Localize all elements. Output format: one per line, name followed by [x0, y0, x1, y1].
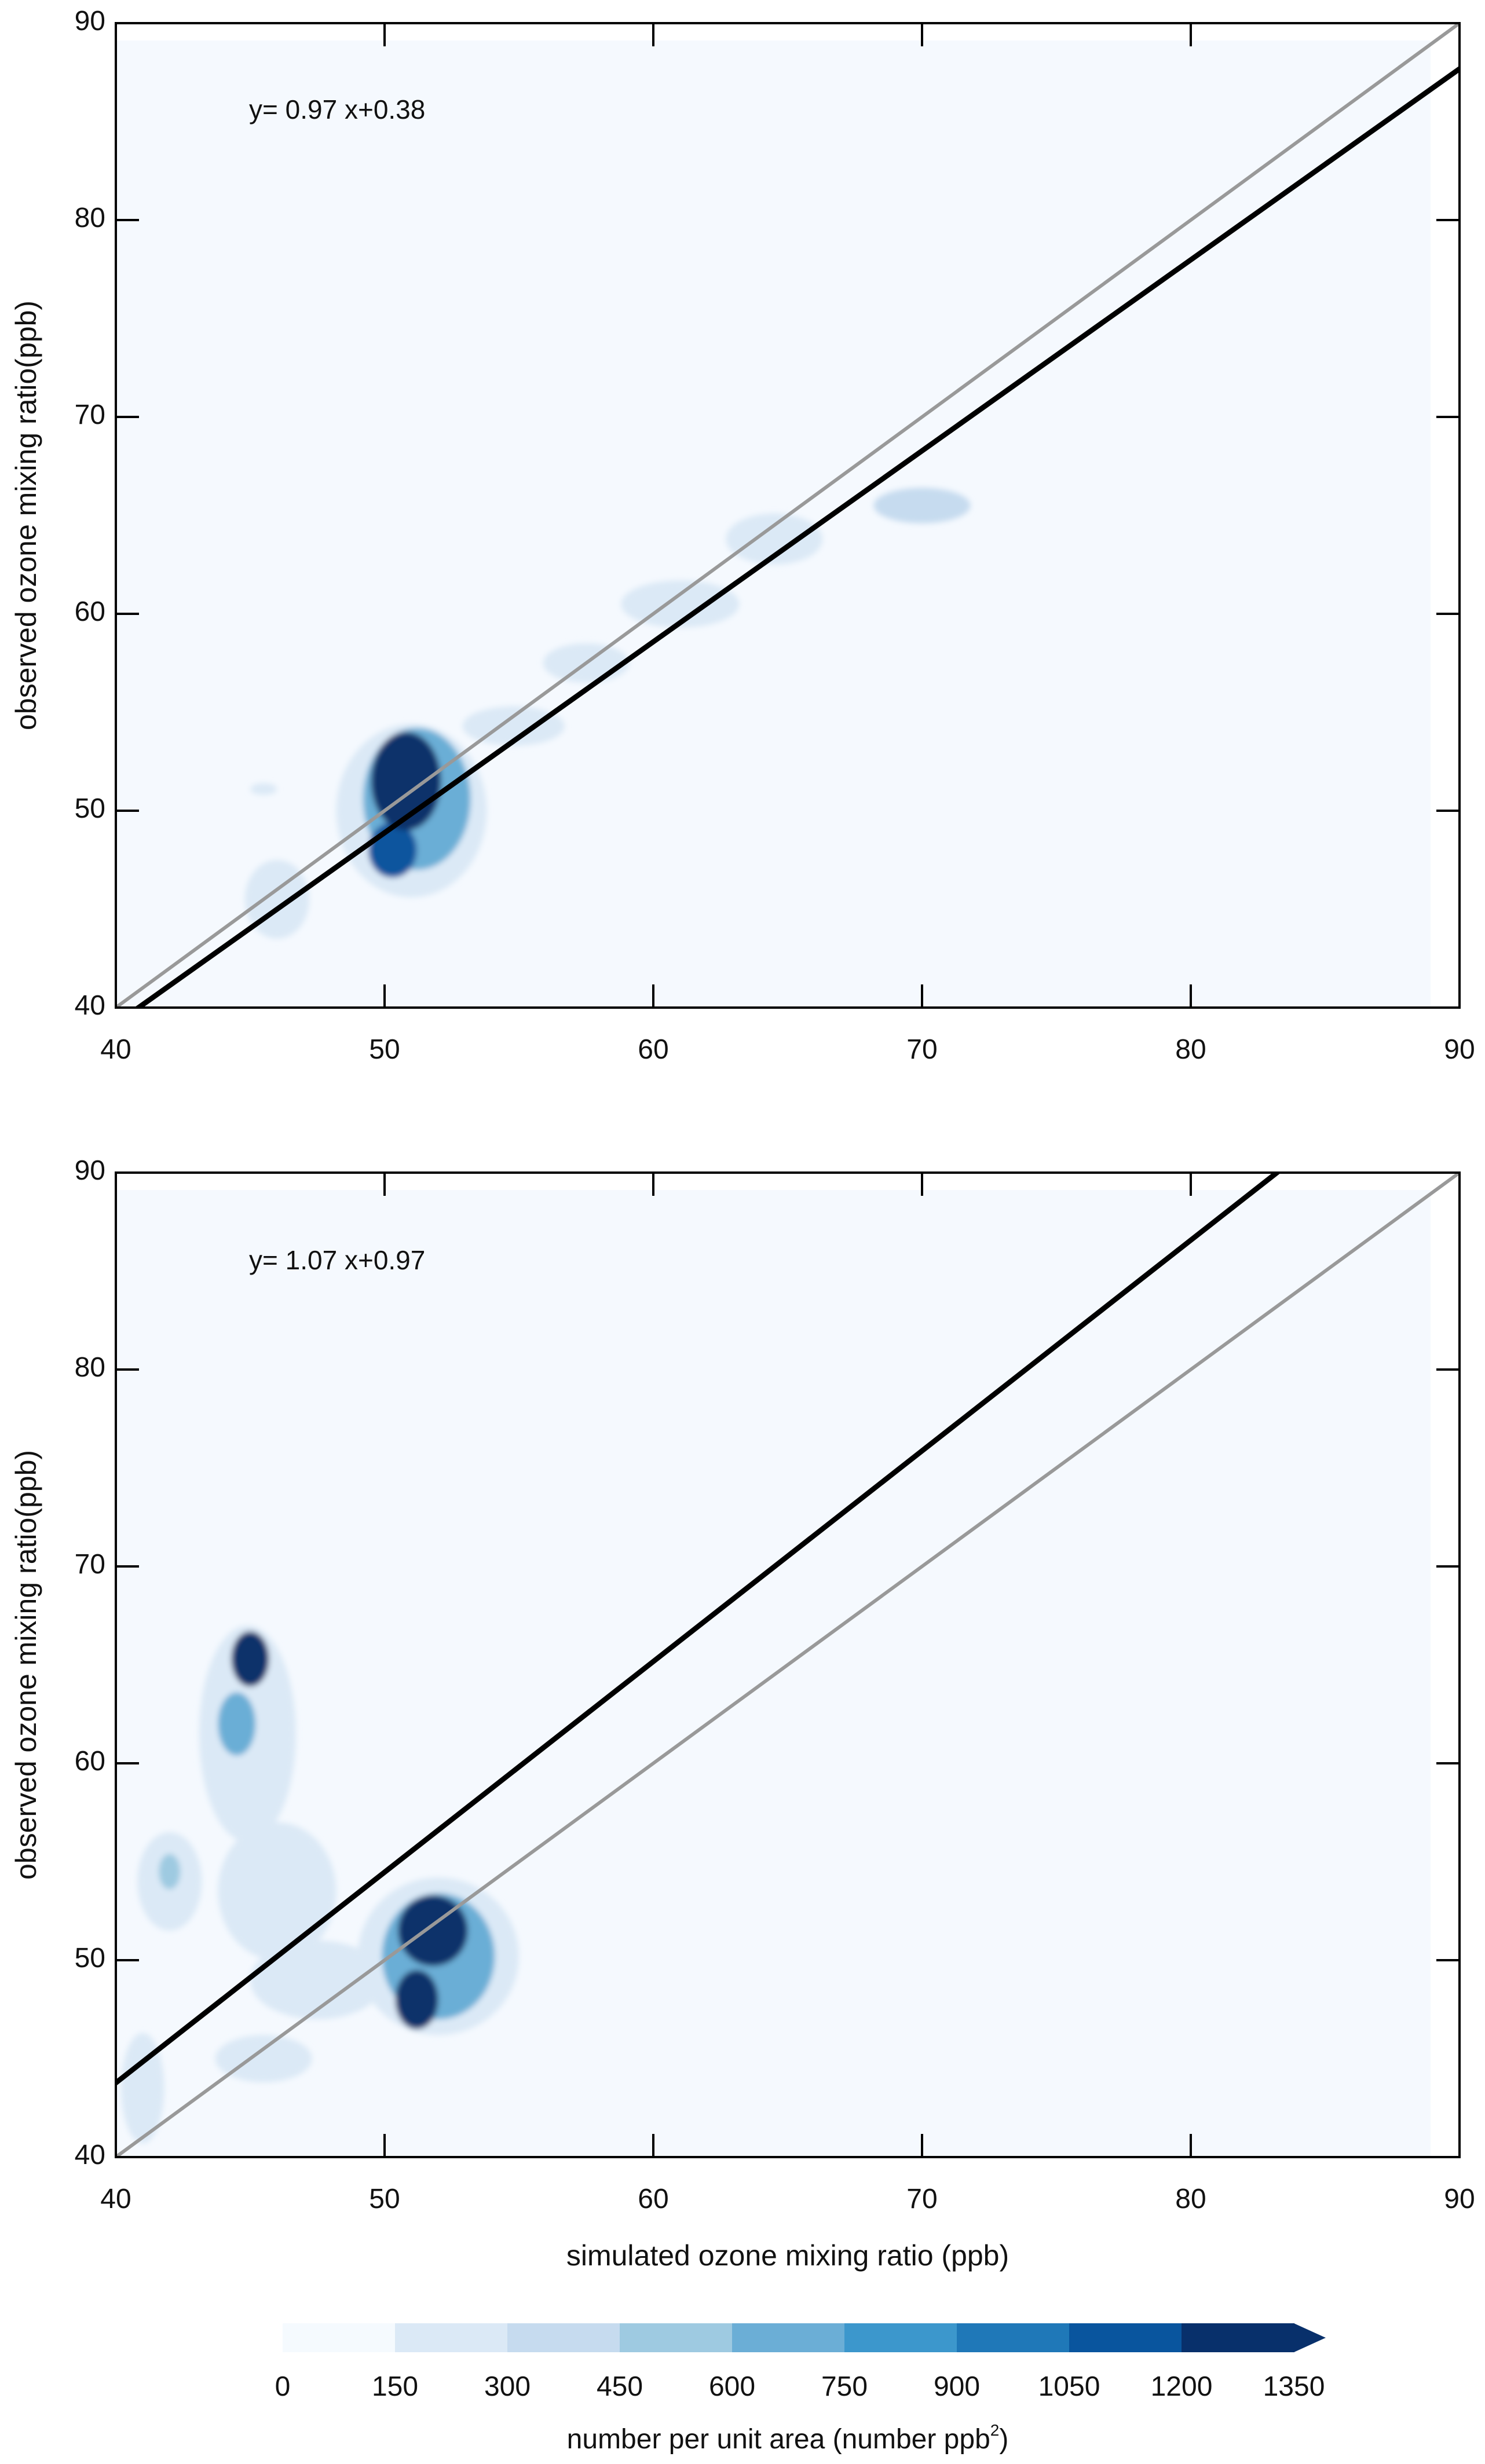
bottom-x-tick-label: 80 — [1175, 2184, 1206, 2214]
colorbar-tick-label: 300 — [484, 2371, 531, 2402]
colorbar-ticks: 0 150 300 450 600 750 900 1050 1200 1350 — [275, 2371, 1325, 2402]
top-axis-ticks: 40 50 60 70 80 90 40 50 60 70 80 90 — [75, 6, 1475, 1065]
bottom-density-blob — [395, 1970, 438, 2029]
bottom-regression-line — [116, 1173, 1282, 2086]
top-y-tick-label: 60 — [75, 596, 105, 627]
colorbar-segment — [732, 2323, 845, 2352]
colorbar-segment — [844, 2323, 957, 2352]
top-x-tick-label: 60 — [638, 1034, 668, 1065]
colorbar-segment — [1182, 2323, 1294, 2352]
top-x-tick-label: 90 — [1444, 1034, 1475, 1065]
bottom-x-tick-label: 60 — [638, 2184, 668, 2214]
top-regression-line — [134, 65, 1460, 1008]
bottom-y-tick-label: 50 — [75, 1943, 105, 1974]
top-x-tick-label: 40 — [100, 1034, 131, 1065]
bottom-density-blob — [250, 1941, 385, 2019]
bottom-y-tick-label: 70 — [75, 1549, 105, 1580]
bottom-y-tick-label: 40 — [75, 2140, 105, 2170]
colorbar-tick-label: 0 — [275, 2371, 291, 2402]
colorbar-label: number per unit area (number ppb2) — [567, 2421, 1009, 2455]
top-y-tick-label: 50 — [75, 793, 105, 824]
top-density-blob — [368, 822, 417, 878]
colorbar-tick-label: 750 — [821, 2371, 868, 2402]
colorbar-segment — [507, 2323, 620, 2352]
bottom-density-blob — [159, 1854, 181, 1890]
top-x-tick-label: 80 — [1175, 1034, 1206, 1065]
colorbar-tick-label: 600 — [709, 2371, 755, 2402]
top-density-blob — [873, 488, 971, 523]
colorbar-extend-arrow — [1294, 2323, 1326, 2352]
colorbar-tick-label: 150 — [372, 2371, 418, 2402]
colorbar-segment — [620, 2323, 733, 2352]
top-density-blob — [726, 513, 823, 565]
bottom-y-tick-label: 60 — [75, 1746, 105, 1777]
bottom-density-blob — [231, 1631, 269, 1687]
bottom-y-tick-label: 80 — [75, 1352, 105, 1383]
colorbar-tick-label: 1200 — [1151, 2371, 1213, 2402]
colorbar-tick-label: 1350 — [1263, 2371, 1325, 2402]
top-y-tick-label: 40 — [75, 990, 105, 1021]
colorbar-segment — [957, 2323, 1070, 2352]
bottom-x-tick-label: 50 — [369, 2184, 400, 2214]
bottom-one-to-one-line — [116, 1173, 1460, 2157]
bottom-density-blob — [121, 2033, 164, 2144]
top-density-blob — [250, 783, 277, 795]
bottom-y-tick-label: 90 — [75, 1155, 105, 1186]
bottom-axes-frame — [115, 1171, 1461, 2158]
top-x-tick-label: 50 — [369, 1034, 400, 1065]
bottom-density-blob — [218, 1822, 336, 1960]
top-axes-frame — [115, 22, 1461, 1009]
bottom-density-contours — [121, 1625, 519, 2144]
colorbar-tick-label: 1050 — [1038, 2371, 1100, 2402]
bottom-density-blob — [218, 1692, 256, 1756]
bottom-x-axis-label: simulated ozone mixing ratio (ppb) — [566, 2239, 1009, 2272]
colorbar-tick-label: 900 — [934, 2371, 980, 2402]
colorbar-tick-label: 450 — [597, 2371, 643, 2402]
top-equation: y= 0.97 x+0.38 — [249, 94, 425, 125]
bottom-density-blob — [215, 2035, 312, 2082]
colorbar: 0 150 300 450 600 750 900 1050 1200 1350 number p… — [275, 2323, 1326, 2455]
bottom-axis-ticks: 40 50 60 70 80 90 40 50 60 70 80 90 — [75, 1155, 1475, 2214]
top-one-to-one-line — [116, 23, 1460, 1008]
top-x-tick-label: 70 — [906, 1034, 937, 1065]
top-y-tick-label: 70 — [75, 400, 105, 430]
bottom-equation: y= 1.07 x+0.97 — [249, 1245, 425, 1275]
bottom-x-tick-label: 40 — [100, 2184, 131, 2214]
top-y-tick-label: 80 — [75, 203, 105, 233]
bottom-y-axis-label: observed ozone mixing ratio(ppb) — [10, 1450, 42, 1880]
colorbar-segment — [283, 2323, 396, 2352]
colorbar-segments — [283, 2323, 1326, 2352]
top-y-axis-label: observed ozone mixing ratio(ppb) — [10, 301, 42, 730]
bottom-x-tick-label: 90 — [1444, 2184, 1475, 2214]
top-y-tick-label: 90 — [75, 6, 105, 36]
bottom-x-tick-label: 70 — [906, 2184, 937, 2214]
colorbar-segment — [1069, 2323, 1182, 2352]
colorbar-segment — [395, 2323, 508, 2352]
